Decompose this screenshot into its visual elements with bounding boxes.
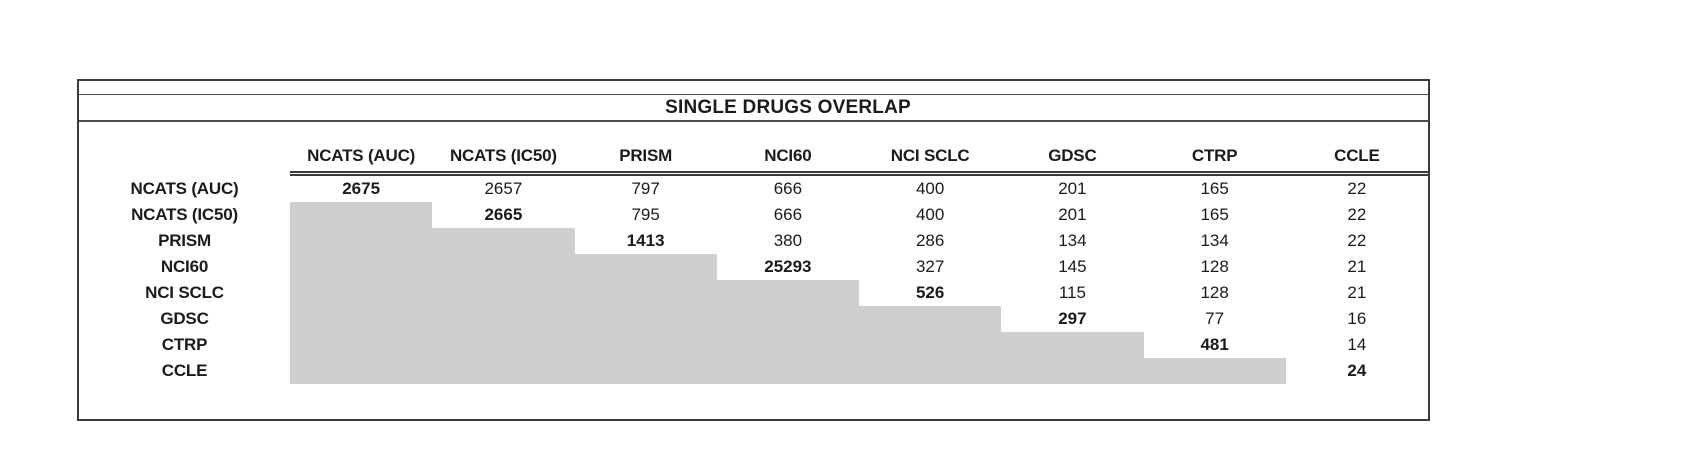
corner-cell	[79, 143, 290, 169]
diagonal-value-cell: 526	[915, 283, 945, 302]
table-row: PRISM 1413 380 286 134 134 22	[79, 228, 1428, 254]
value-cell: 201	[1058, 205, 1087, 224]
shaded-cell	[716, 358, 859, 384]
column-header: GDSC	[1048, 146, 1097, 165]
value-cell: 380	[773, 231, 803, 250]
value-cell: 21	[1347, 283, 1367, 302]
value-cell: 795	[631, 205, 660, 224]
diagonal-value-cell: 24	[1347, 361, 1367, 380]
shaded-cell	[716, 280, 859, 306]
matrix-body: NCATS (AUC) 2675 2657 797 666 400 201 165 22 NCAT…	[79, 176, 1428, 384]
value-cell: 22	[1347, 205, 1367, 224]
shaded-cell	[574, 254, 717, 280]
row-label: NCI SCLC	[145, 283, 224, 302]
table-row: NCATS (AUC) 2675 2657 797 666 400 201 165 22	[79, 176, 1428, 202]
row-label: CCLE	[161, 361, 208, 380]
shaded-cell	[432, 306, 575, 332]
shaded-cell	[432, 228, 575, 254]
shaded-cell	[290, 202, 433, 228]
diagonal-value-cell: 2675	[342, 179, 381, 198]
table-row: NCI SCLC 526 115 128 21	[79, 280, 1428, 306]
shaded-cell	[574, 280, 717, 306]
value-cell: 286	[915, 231, 945, 250]
column-header: NCATS (IC50)	[449, 146, 557, 165]
shaded-cell	[432, 332, 575, 358]
value-cell: 327	[915, 257, 945, 276]
value-cell: 165	[1200, 179, 1229, 198]
column-header: NCI60	[764, 146, 812, 165]
shaded-cell	[432, 280, 575, 306]
value-cell: 128	[1200, 257, 1229, 276]
value-cell: 666	[773, 205, 803, 224]
value-cell: 165	[1200, 205, 1229, 224]
value-cell: 16	[1347, 309, 1367, 328]
diagonal-value-cell: 1413	[626, 231, 665, 250]
value-cell: 134	[1200, 231, 1229, 250]
shaded-cell	[574, 358, 717, 384]
value-cell: 797	[631, 179, 660, 198]
value-cell: 400	[915, 179, 945, 198]
value-cell: 22	[1347, 179, 1367, 198]
diagonal-value-cell: 481	[1200, 335, 1229, 354]
shaded-cell	[290, 254, 433, 280]
table-title: SINGLE DRUGS OVERLAP	[79, 95, 1428, 122]
table-row: GDSC 297 77 16	[79, 306, 1428, 332]
shaded-cell	[290, 228, 433, 254]
shaded-cell	[574, 332, 717, 358]
diagonal-value-cell: 25293	[764, 257, 812, 276]
shaded-cell	[290, 332, 433, 358]
row-label: GDSC	[160, 309, 209, 328]
top-strip	[79, 81, 1428, 95]
shaded-cell	[859, 358, 1002, 384]
value-cell: 2657	[484, 179, 523, 198]
value-cell: 21	[1347, 257, 1367, 276]
shaded-cell	[290, 358, 433, 384]
row-label: NCI60	[160, 257, 209, 276]
row-label: NCATS (AUC)	[130, 179, 239, 198]
column-header: NCATS (AUC)	[307, 146, 416, 165]
row-label: NCATS (IC50)	[131, 205, 238, 224]
diagonal-value-cell: 297	[1058, 309, 1087, 328]
value-cell: 145	[1058, 257, 1087, 276]
table-row: NCI60 25293 327 145 128 21	[79, 254, 1428, 280]
value-cell: 128	[1200, 283, 1229, 302]
column-header: CTRP	[1191, 146, 1238, 165]
shaded-cell	[716, 306, 859, 332]
value-cell: 22	[1347, 231, 1367, 250]
shaded-cell	[859, 306, 1002, 332]
shaded-cell	[574, 306, 717, 332]
shaded-cell	[432, 358, 575, 384]
table-row: CTRP 481 14	[79, 332, 1428, 358]
value-cell: 14	[1347, 335, 1367, 354]
table-row: NCATS (IC50) 2665 795 666 400 201 165 22	[79, 202, 1428, 228]
value-cell: 115	[1058, 283, 1086, 302]
column-headers: NCATS (AUC) NCATS (IC50) PRISM NCI60 NCI SCL…	[79, 122, 1428, 171]
table-row: CCLE 24	[79, 358, 1428, 384]
shaded-cell	[1001, 332, 1144, 358]
diagonal-value-cell: 2665	[484, 205, 523, 224]
column-header: CCLE	[1334, 146, 1380, 165]
shaded-cell	[1143, 358, 1286, 384]
shaded-cell	[290, 280, 433, 306]
value-cell: 201	[1058, 179, 1087, 198]
row-label: PRISM	[158, 231, 211, 250]
value-cell: 77	[1205, 309, 1225, 328]
row-label: CTRP	[161, 335, 208, 354]
column-header: PRISM	[619, 146, 673, 165]
shaded-cell	[1001, 358, 1144, 384]
single-drugs-overlap-table: SINGLE DRUGS OVERLAP NCATS (AUC) NCATS (I…	[77, 79, 1430, 421]
value-cell: 400	[915, 205, 945, 224]
shaded-cell	[859, 332, 1002, 358]
value-cell: 134	[1058, 231, 1087, 250]
header-underline	[290, 171, 1428, 176]
shaded-cell	[432, 254, 575, 280]
shaded-cell	[716, 332, 859, 358]
column-header: NCI SCLC	[890, 146, 970, 165]
shaded-cell	[290, 306, 433, 332]
value-cell: 666	[773, 179, 803, 198]
